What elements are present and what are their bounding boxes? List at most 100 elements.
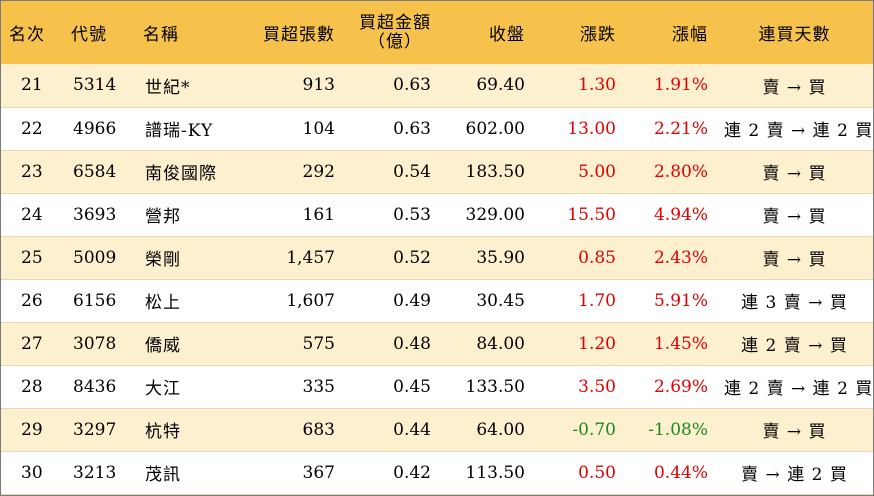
cell-close: 133.50: [439, 365, 533, 409]
cell-close: 329.00: [439, 193, 533, 237]
header-close: 收盤: [489, 25, 525, 45]
cell-net-buy-amount: 0.42: [343, 451, 439, 495]
cell-consecutive-days: 賣 → 買: [716, 150, 873, 194]
table-row: 21 5314 世紀* 913 0.63 69.40 1.30 1.91% 賣 → 買: [1, 64, 873, 108]
cell-change-pct: 2.21%: [624, 107, 716, 151]
cell-code: 5009: [63, 236, 135, 280]
cell-net-buy-amount: 0.63: [343, 107, 439, 151]
cell-change: 0.50: [533, 451, 624, 495]
cell-name: 譜瑞-KY: [135, 107, 247, 151]
cell-rank: 21: [1, 64, 63, 108]
table-row: 30 3213 茂訊 367 0.42 113.50 0.50 0.44% 賣 → 連 2 買: [1, 451, 873, 495]
cell-name: 杭特: [135, 408, 247, 452]
cell-rank: 28: [1, 365, 63, 409]
cell-net-buy-lots: 292: [247, 150, 343, 194]
cell-name: 營邦: [135, 193, 247, 237]
cell-consecutive-days: 連 2 賣 → 連 2 買: [716, 365, 873, 409]
cell-code: 3213: [63, 451, 135, 495]
cell-rank: 26: [1, 279, 63, 323]
cell-consecutive-days: 賣 → 買: [716, 236, 873, 280]
cell-net-buy-lots: 575: [247, 322, 343, 366]
cell-change-pct: 0.44%: [624, 451, 716, 495]
header-code: 代號: [71, 25, 107, 45]
cell-net-buy-lots: 161: [247, 193, 343, 237]
cell-net-buy-lots: 913: [247, 64, 343, 108]
cell-close: 64.00: [439, 408, 533, 452]
cell-net-buy-amount: 0.53: [343, 193, 439, 237]
cell-change-pct: 5.91%: [624, 279, 716, 323]
cell-name: 僑威: [135, 322, 247, 366]
cell-close: 84.00: [439, 322, 533, 366]
cell-change: 1.20: [533, 322, 624, 366]
cell-change: 1.70: [533, 279, 624, 323]
table-row: 25 5009 榮剛 1,457 0.52 35.90 0.85 2.43% 賣 → 買: [1, 236, 873, 280]
header-name: 名稱: [143, 25, 179, 45]
cell-change: 3.50: [533, 365, 624, 409]
cell-name: 世紀*: [135, 64, 247, 108]
cell-net-buy-lots: 1,607: [247, 279, 343, 323]
cell-consecutive-days: 賣 → 買: [716, 408, 873, 452]
cell-code: 6584: [63, 150, 135, 194]
cell-close: 35.90: [439, 236, 533, 280]
cell-name: 大江: [135, 365, 247, 409]
cell-change: 1.30: [533, 64, 624, 108]
cell-net-buy-amount: 0.49: [343, 279, 439, 323]
cell-name: 松上: [135, 279, 247, 323]
cell-change: 0.85: [533, 236, 624, 280]
cell-code: 3078: [63, 322, 135, 366]
table-row: 22 4966 譜瑞-KY 104 0.63 602.00 13.00 2.21% 連 2 賣 …: [1, 107, 873, 151]
cell-close: 602.00: [439, 107, 533, 151]
cell-code: 3297: [63, 408, 135, 452]
cell-net-buy-amount: 0.63: [343, 64, 439, 108]
cell-rank: 24: [1, 193, 63, 237]
cell-net-buy-lots: 1,457: [247, 236, 343, 280]
cell-consecutive-days: 賣 → 買: [716, 193, 873, 237]
cell-net-buy-amount: 0.44: [343, 408, 439, 452]
cell-net-buy-lots: 335: [247, 365, 343, 409]
cell-name: 南俊國際: [135, 150, 247, 194]
cell-change-pct: 2.80%: [624, 150, 716, 194]
header-net-buy-amount: 買超金額 （億）: [343, 1, 439, 64]
table-row: 23 6584 南俊國際 292 0.54 183.50 5.00 2.80% 賣 → 買: [1, 150, 873, 194]
cell-net-buy-lots: 367: [247, 451, 343, 495]
table-row: 27 3078 僑威 575 0.48 84.00 1.20 1.45% 連 2 賣 → 買: [1, 322, 873, 366]
cell-name: 茂訊: [135, 451, 247, 495]
cell-code: 3693: [63, 193, 135, 237]
table-header-row: 名次 代號 名稱 買超張數 買超金額 （億） 收盤 漲跌 漲幅 連買天數: [1, 1, 873, 64]
cell-code: 5314: [63, 64, 135, 108]
header-consecutive-days: 連買天數: [758, 25, 831, 45]
header-amount-line2: （億）: [368, 31, 422, 52]
header-change-pct: 漲幅: [672, 25, 708, 45]
header-net-buy-amount-label: 買超金額 （億）: [359, 12, 431, 52]
cell-consecutive-days: 賣 → 連 2 買: [716, 451, 873, 495]
cell-net-buy-lots: 104: [247, 107, 343, 151]
cell-change-pct: 1.45%: [624, 322, 716, 366]
table-body: 21 5314 世紀* 913 0.63 69.40 1.30 1.91% 賣 → 買 22 496…: [1, 64, 873, 495]
table-row: 24 3693 營邦 161 0.53 329.00 15.50 4.94% 賣 → 買: [1, 193, 873, 237]
header-change: 漲跌: [580, 25, 616, 45]
header-amount-line1: 買超金額: [359, 12, 431, 33]
cell-change-pct: 2.69%: [624, 365, 716, 409]
cell-change-pct: 4.94%: [624, 193, 716, 237]
cell-close: 69.40: [439, 64, 533, 108]
cell-change: 15.50: [533, 193, 624, 237]
cell-rank: 25: [1, 236, 63, 280]
cell-name: 榮剛: [135, 236, 247, 280]
cell-change: -0.70: [533, 408, 624, 452]
cell-consecutive-days: 連 3 賣 → 買: [716, 279, 873, 323]
header-rank: 名次: [9, 25, 45, 45]
table-row: 28 8436 大江 335 0.45 133.50 3.50 2.69% 連 2 賣 → 連 …: [1, 365, 873, 409]
cell-rank: 29: [1, 408, 63, 452]
cell-rank: 22: [1, 107, 63, 151]
cell-code: 6156: [63, 279, 135, 323]
cell-consecutive-days: 連 2 賣 → 買: [716, 322, 873, 366]
cell-close: 30.45: [439, 279, 533, 323]
cell-change: 13.00: [533, 107, 624, 151]
cell-close: 183.50: [439, 150, 533, 194]
cell-net-buy-amount: 0.54: [343, 150, 439, 194]
cell-consecutive-days: 連 2 賣 → 連 2 買: [716, 107, 873, 151]
cell-change-pct: 2.43%: [624, 236, 716, 280]
cell-net-buy-amount: 0.48: [343, 322, 439, 366]
cell-change-pct: 1.91%: [624, 64, 716, 108]
